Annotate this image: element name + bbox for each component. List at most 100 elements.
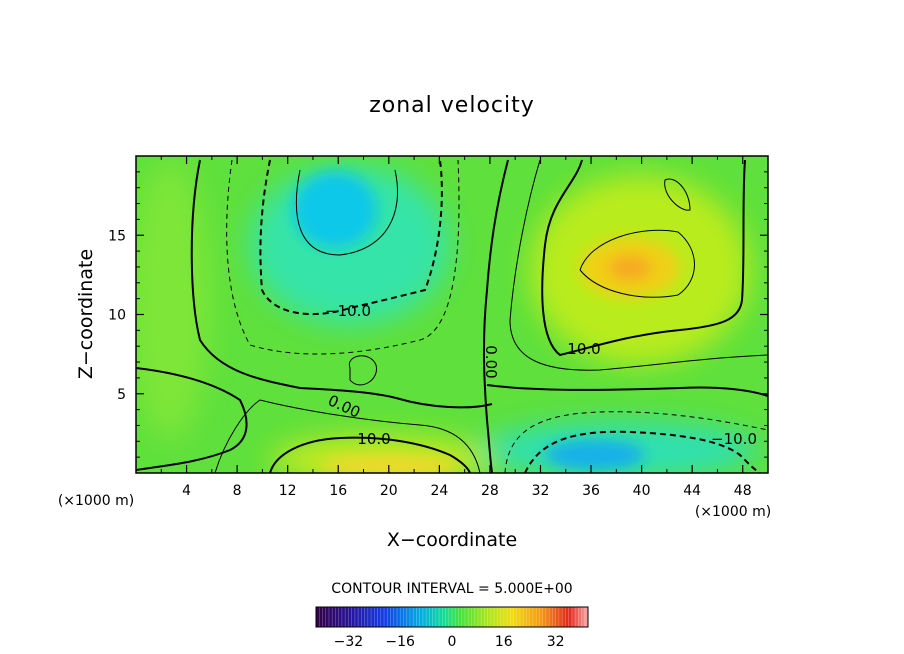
- colorbar-cell: [455, 607, 459, 627]
- colorbar-cell: [581, 607, 586, 627]
- colorbar-cell: [532, 607, 537, 627]
- colorbar-cell: [513, 607, 518, 627]
- colorbar: [315, 607, 589, 627]
- colorbar-cell: [316, 607, 320, 627]
- colorbar-cell: [468, 607, 472, 627]
- contour-label-plus10-lower: 10.0: [357, 430, 390, 448]
- x-tick-label: 32: [532, 483, 550, 499]
- colorbar-cell: [500, 607, 505, 627]
- x-unit-right: (×1000 m): [695, 504, 771, 520]
- colorbar-cell: [571, 607, 576, 627]
- colorbar-cell: [367, 607, 372, 627]
- contour-plus5-right: [509, 159, 768, 371]
- y-tick-label: 15: [108, 228, 126, 244]
- plot-area: −10.0 10.0 0.00 0.00 10.0 −10.0: [136, 156, 768, 473]
- colorbar-cell: [322, 607, 327, 627]
- colorbar-cell: [471, 607, 475, 627]
- colorbar-cell: [507, 607, 511, 627]
- colorbar-ticks: −32 −16 0 16 32: [334, 634, 565, 650]
- y-tick-label: 10: [108, 308, 126, 324]
- colorbar-cell: [351, 607, 356, 627]
- contour-zero-center: [482, 159, 509, 473]
- colorbar-cell: [416, 607, 420, 627]
- colorbar-cell: [328, 607, 333, 627]
- colorbar-tick-label: 32: [547, 634, 565, 650]
- contour-minus15-upper: [295, 169, 399, 256]
- colorbar-cell: [503, 607, 508, 627]
- colorbar-cell: [332, 607, 336, 627]
- colorbar-cell: [481, 607, 485, 627]
- colorbar-cell: [396, 607, 401, 627]
- colorbar-cell: [380, 607, 385, 627]
- colorbar-cell: [439, 607, 443, 627]
- x-tick-label: 24: [430, 483, 448, 499]
- contour-small-loop-right: [664, 178, 691, 211]
- colorbar-cell: [529, 607, 534, 627]
- x-tick-label: 28: [481, 483, 499, 499]
- colorbar-cell: [390, 607, 395, 627]
- colorbar-cell: [345, 607, 349, 627]
- x-axis-ticks: 4 8 12 16 20 24 28 32 36 40 44 48: [160, 156, 752, 499]
- colorbar-cell: [325, 607, 330, 627]
- contour-plus10-right: [541, 159, 746, 357]
- colorbar-cell: [429, 607, 433, 627]
- colorbar-cell: [490, 607, 495, 627]
- colorbar-cell: [419, 607, 424, 627]
- y-axis-label: Z−coordinate: [75, 249, 97, 379]
- colorbar-cell: [494, 607, 498, 627]
- colorbar-cell: [341, 607, 346, 627]
- colorbar-cell: [520, 607, 524, 627]
- contour-label-plus10-right: 10.0: [567, 340, 600, 358]
- colorbar-cell: [562, 607, 566, 627]
- colorbar-cell: [555, 607, 560, 627]
- colorbar-cell: [558, 607, 563, 627]
- colorbar-cell: [387, 607, 391, 627]
- colorbar-cell: [575, 607, 579, 627]
- x-tick-label: 36: [582, 483, 600, 499]
- colorbar-cell: [568, 607, 573, 627]
- colorbar-cell: [377, 607, 382, 627]
- colorbar-cell: [361, 607, 365, 627]
- x-tick-label: 20: [380, 483, 398, 499]
- colorbar-cell: [578, 607, 582, 627]
- colorbar-cell: [426, 607, 430, 627]
- y-axis-ticks: 5 10 15: [108, 171, 768, 458]
- x-tick-label: 12: [279, 483, 297, 499]
- contour-label-minus10-lower: −10.0: [711, 430, 757, 448]
- x-tick-label: 8: [233, 483, 242, 499]
- x-tick-label: 48: [734, 483, 752, 499]
- colorbar-cell: [364, 607, 369, 627]
- colorbar-tick-label: −16: [385, 634, 415, 650]
- contour-plus5-lower: [214, 399, 481, 473]
- colorbar-cell: [338, 607, 343, 627]
- colorbar-tick-label: 0: [448, 634, 457, 650]
- colorbar-cell: [319, 607, 323, 627]
- colorbar-cell: [432, 607, 437, 627]
- contour-zero-right: [486, 384, 768, 397]
- contour-minus10-lower: [524, 430, 761, 473]
- colorbar-cell: [516, 607, 521, 627]
- contour-zero-left: [190, 159, 493, 409]
- colorbar-cell: [545, 607, 550, 627]
- x-tick-label: 44: [683, 483, 701, 499]
- contour-small-loop: [348, 355, 377, 386]
- contour-lines: [136, 159, 768, 473]
- contour-minus10-upper: [259, 159, 443, 316]
- bright-green-left: [136, 160, 210, 440]
- colorbar-tick-label: 16: [495, 634, 513, 650]
- y-tick-label: 5: [117, 387, 126, 403]
- colorbar-cell: [464, 607, 469, 627]
- colorbar-cell: [400, 607, 404, 627]
- contour-minus5-lower: [504, 411, 768, 473]
- colorbar-cell: [422, 607, 427, 627]
- contour-zero-lower-left: [136, 367, 248, 471]
- chart-title: zonal velocity: [369, 93, 535, 118]
- colorbar-cell: [435, 607, 440, 627]
- colorbar-cell: [348, 607, 352, 627]
- colorbar-cell: [552, 607, 556, 627]
- x-tick-label: 40: [633, 483, 651, 499]
- colorbar-cell: [452, 607, 456, 627]
- colorbar-cell: [461, 607, 466, 627]
- contour-label-zero-center: 0.00: [482, 345, 500, 378]
- contour-plus10-lower: [269, 436, 471, 473]
